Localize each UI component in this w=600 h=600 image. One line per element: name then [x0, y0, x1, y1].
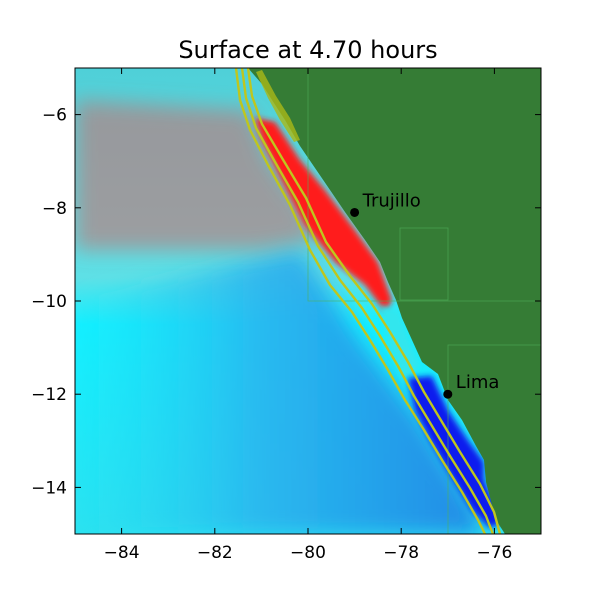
nearshore-wave-crest — [255, 118, 392, 312]
y-tick-label: −6 — [42, 106, 67, 126]
map-plot-area: Trujillo Lima — [75, 68, 541, 534]
x-tick-label: −82 — [197, 543, 233, 563]
offshore-deep-water — [75, 250, 480, 534]
x-tick-label: −76 — [476, 543, 512, 563]
nearshore-wave-trough — [408, 376, 502, 528]
outgoing-wave-crest — [75, 100, 320, 250]
x-tick-label: −80 — [290, 543, 326, 563]
cities-layer: Trujillo Lima — [350, 190, 500, 399]
depth-contours — [234, 68, 502, 534]
city-label: Lima — [456, 372, 500, 393]
y-tick-label: −14 — [31, 478, 67, 498]
city-marker — [443, 389, 453, 399]
plot-title: Surface at 4.70 hours — [178, 36, 437, 64]
x-tick-label: −84 — [104, 543, 140, 563]
refinement-grid-lines — [307, 68, 541, 534]
x-tick-label: −78 — [383, 543, 419, 563]
land-mass — [248, 68, 541, 534]
city-marker — [350, 207, 360, 217]
nearshore-cyan-band — [380, 305, 420, 382]
city-label: Trujillo — [362, 190, 421, 211]
axis-ticks: −84 −82 −80 −78 −76 −6 −8 −10 −12 −14 — [31, 68, 541, 563]
y-tick-label: −10 — [31, 292, 67, 312]
y-tick-label: −8 — [42, 199, 67, 219]
coastal-fringe — [256, 70, 300, 142]
y-tick-label: −12 — [31, 385, 67, 405]
